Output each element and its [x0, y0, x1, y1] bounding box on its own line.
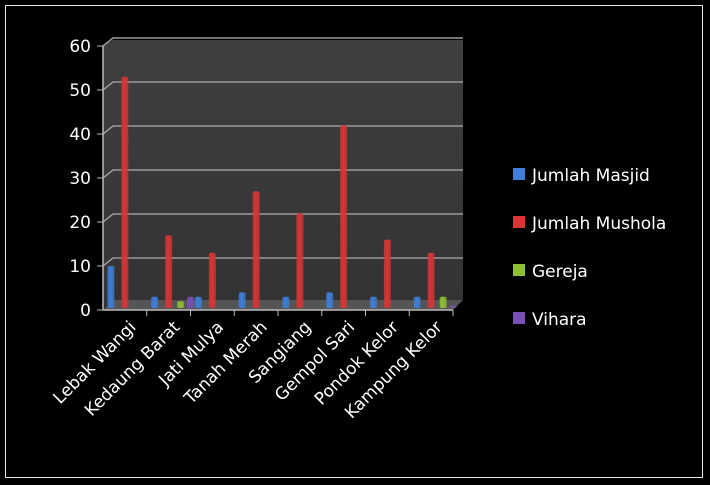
bar-jumlah-masjid-gempol-sari: [326, 292, 334, 308]
bar-jumlah-mushola-sangiang: [296, 213, 304, 308]
bar-jumlah-mushola-gempol-sari: [340, 125, 348, 308]
gridline-50: [102, 81, 463, 91]
bar-jumlah-mushola-tanah-merah: [252, 191, 260, 308]
legend-label-gereja: Gereja: [532, 262, 588, 282]
bar-gereja-kampung-kelor: [439, 296, 447, 308]
legend-swatch-jumlah-masjid: [513, 168, 525, 180]
legend-label-vihara: Vihara: [532, 310, 587, 330]
legend-swatch-jumlah-mushola: [513, 216, 525, 228]
bar-jumlah-masjid-jati-mulya: [194, 296, 202, 308]
bar-jumlah-mushola-kedaung-barat: [165, 235, 173, 308]
legend-swatch-vihara: [513, 312, 525, 324]
bar-gereja-kedaung-barat: [177, 301, 185, 308]
y-tick-label-40: 40: [69, 125, 91, 145]
legend-swatch-gereja: [513, 264, 525, 276]
bar-jumlah-mushola-lebak-wangi: [121, 76, 129, 308]
bar-jumlah-masjid-lebak-wangi: [107, 266, 115, 308]
legend-label-jumlah-mushola: Jumlah Mushola: [531, 214, 666, 234]
y-tick-label-10: 10: [69, 257, 91, 277]
y-tick-label-0: 0: [80, 301, 91, 321]
bar-jumlah-mushola-jati-mulya: [208, 252, 216, 308]
bar-jumlah-masjid-tanah-merah: [238, 292, 246, 308]
bar-vihara-kedaung-barat: [187, 296, 195, 308]
y-tick-label-50: 50: [69, 81, 91, 101]
bar-jumlah-masjid-kedaung-barat: [151, 296, 159, 308]
y-tick-label-30: 30: [69, 169, 91, 189]
bar-vihara-kampung-kelor: [449, 305, 457, 308]
bar-jumlah-mushola-pondok-kelor: [383, 239, 391, 308]
legend-label-jumlah-masjid: Jumlah Masjid: [531, 166, 650, 186]
y-tick-label-60: 60: [69, 37, 91, 57]
bar-jumlah-masjid-kampung-kelor: [413, 296, 421, 308]
bar-jumlah-mushola-kampung-kelor: [427, 252, 435, 308]
gridline-60: [102, 37, 463, 47]
y-tick-label-20: 20: [69, 213, 91, 233]
bar-jumlah-masjid-pondok-kelor: [369, 296, 377, 308]
bar-jumlah-masjid-sangiang: [282, 296, 290, 308]
